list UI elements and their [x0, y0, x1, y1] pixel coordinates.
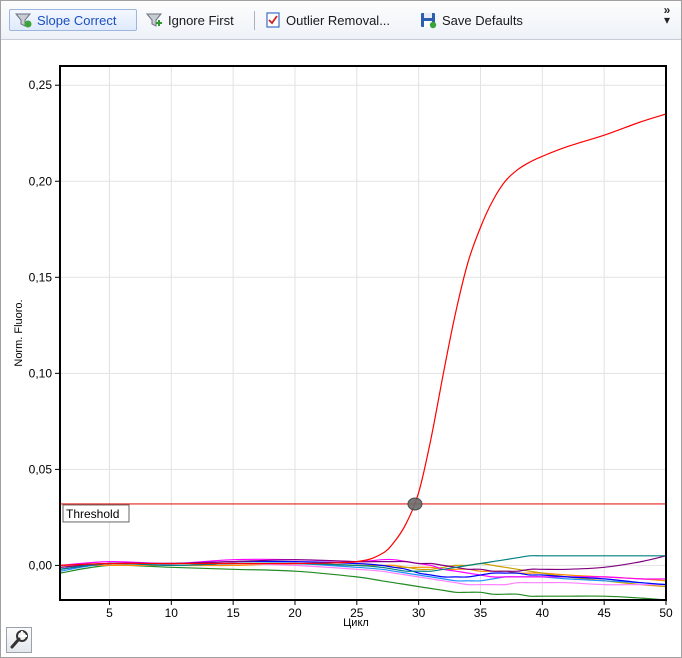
threshold-label-box	[62, 504, 130, 523]
plot-area-border	[59, 65, 667, 601]
x-tick-label: 30	[412, 606, 426, 620]
outlier-removal-button[interactable]: Outlier Removal...	[261, 9, 411, 31]
slope-correct-label: Slope Correct	[37, 12, 117, 28]
series-line	[60, 562, 666, 586]
y-tick-label: 0,20	[29, 174, 53, 188]
x-tick-label: 45	[597, 606, 611, 620]
series-group	[60, 113, 666, 600]
floppy-disk-icon	[421, 13, 437, 29]
series-line	[60, 113, 666, 566]
chart-settings-button[interactable]	[6, 627, 32, 653]
overflow-chevron-icon: »	[663, 3, 671, 17]
x-tick-label: 25	[350, 606, 364, 620]
y-tick-label: 0,15	[29, 270, 53, 284]
y-tick-label: 0,00	[29, 558, 53, 572]
save-defaults-label: Save Defaults	[442, 12, 523, 28]
x-tick-label: 50	[659, 606, 673, 620]
x-tick-label: 5	[106, 606, 113, 620]
x-tick-label: 35	[474, 606, 488, 620]
x-axis-title: Цикл	[343, 617, 369, 629]
x-tick-label: 20	[288, 606, 302, 620]
series-line	[60, 555, 666, 572]
checklist-icon	[266, 12, 280, 28]
y-tick-label: 0,10	[29, 366, 53, 380]
toolbar-separator	[254, 11, 255, 30]
outlier-removal-label: Outlier Removal...	[286, 12, 391, 28]
wrench-icon	[10, 630, 28, 649]
y-axis-title: Norm. Fluoro.	[13, 299, 25, 366]
slope-correct-button[interactable]: Slope Correct	[9, 9, 137, 31]
series-line	[60, 560, 666, 586]
y-tick-label: 0,05	[29, 462, 53, 476]
y-tick-label: 0,25	[29, 78, 53, 92]
toolbar-overflow-button[interactable]: » ▾	[663, 3, 671, 27]
funnel-plus-icon	[145, 13, 163, 27]
x-tick-label: 40	[536, 606, 550, 620]
save-defaults-button[interactable]: Save Defaults	[415, 9, 535, 31]
y-axis-ticks: 0,00 0,05 0,10 0,15 0,20 0,25	[29, 78, 60, 572]
grid	[60, 66, 667, 600]
ignore-first-button[interactable]: Ignore First	[141, 9, 249, 31]
ct-crossing-marker	[407, 497, 423, 511]
x-tick-label: 15	[226, 606, 240, 620]
series-line	[60, 564, 666, 600]
x-tick-label: 10	[165, 606, 179, 620]
x-axis-ticks: 5 10 15 20 25 30 35 40 45 50	[106, 600, 673, 620]
threshold-label: Threshold	[66, 507, 119, 521]
ignore-first-label: Ignore First	[168, 12, 234, 28]
amplification-chart: Threshold 0,00 0,05 0,10 0,15 0,20 0,25 5 10 15…	[13, 65, 673, 629]
toolbar: Slope Correct Ignore First Outlier Remov…	[1, 1, 681, 40]
threshold-group: Threshold	[60, 503, 666, 523]
funnel-icon	[14, 13, 32, 28]
